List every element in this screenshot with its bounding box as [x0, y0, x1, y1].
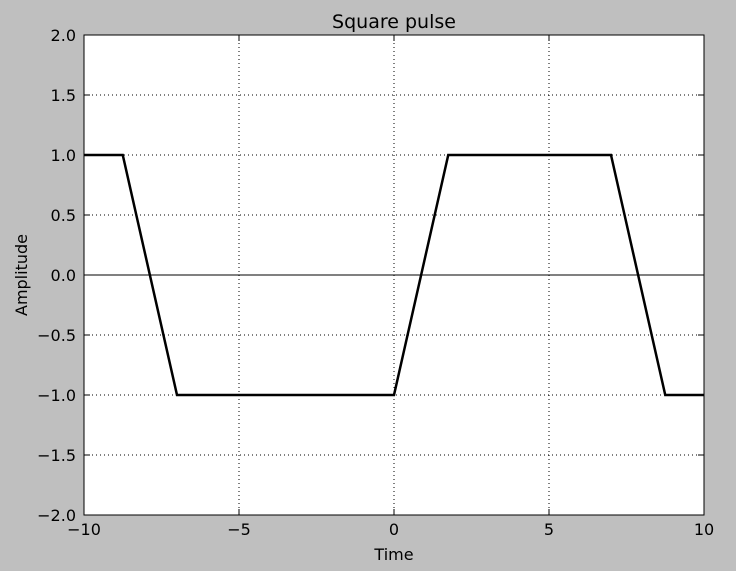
y-tick-label: −2.0	[37, 506, 76, 525]
x-tick-label: 0	[389, 520, 399, 539]
y-tick-label: 0.0	[51, 266, 76, 285]
x-tick-labels: −10 −5 0 5 10	[67, 520, 714, 539]
chart-title: Square pulse	[332, 11, 456, 33]
x-tick-label: −10	[67, 520, 101, 539]
y-tick-label: 1.0	[51, 146, 76, 165]
x-tick-label: −5	[227, 520, 251, 539]
y-tick-labels: −2.0 −1.5 −1.0 −0.5 0.0 0.5 1.0 1.5 2.0	[37, 26, 76, 525]
series-line-square-pulse	[84, 153, 704, 397]
y-tick-label: 0.5	[51, 206, 76, 225]
x-tick-label: 5	[544, 520, 554, 539]
y-tick-label: 1.5	[51, 86, 76, 105]
y-tick-label: 2.0	[51, 26, 76, 45]
tick-marks	[83, 34, 705, 516]
y-axis-label: Amplitude	[12, 234, 31, 316]
y-tick-label: −1.5	[37, 446, 76, 465]
x-axis-label: Time	[373, 545, 413, 564]
x-tick-label: 10	[694, 520, 714, 539]
y-tick-label: −1.0	[37, 386, 76, 405]
y-tick-label: −0.5	[37, 326, 76, 345]
